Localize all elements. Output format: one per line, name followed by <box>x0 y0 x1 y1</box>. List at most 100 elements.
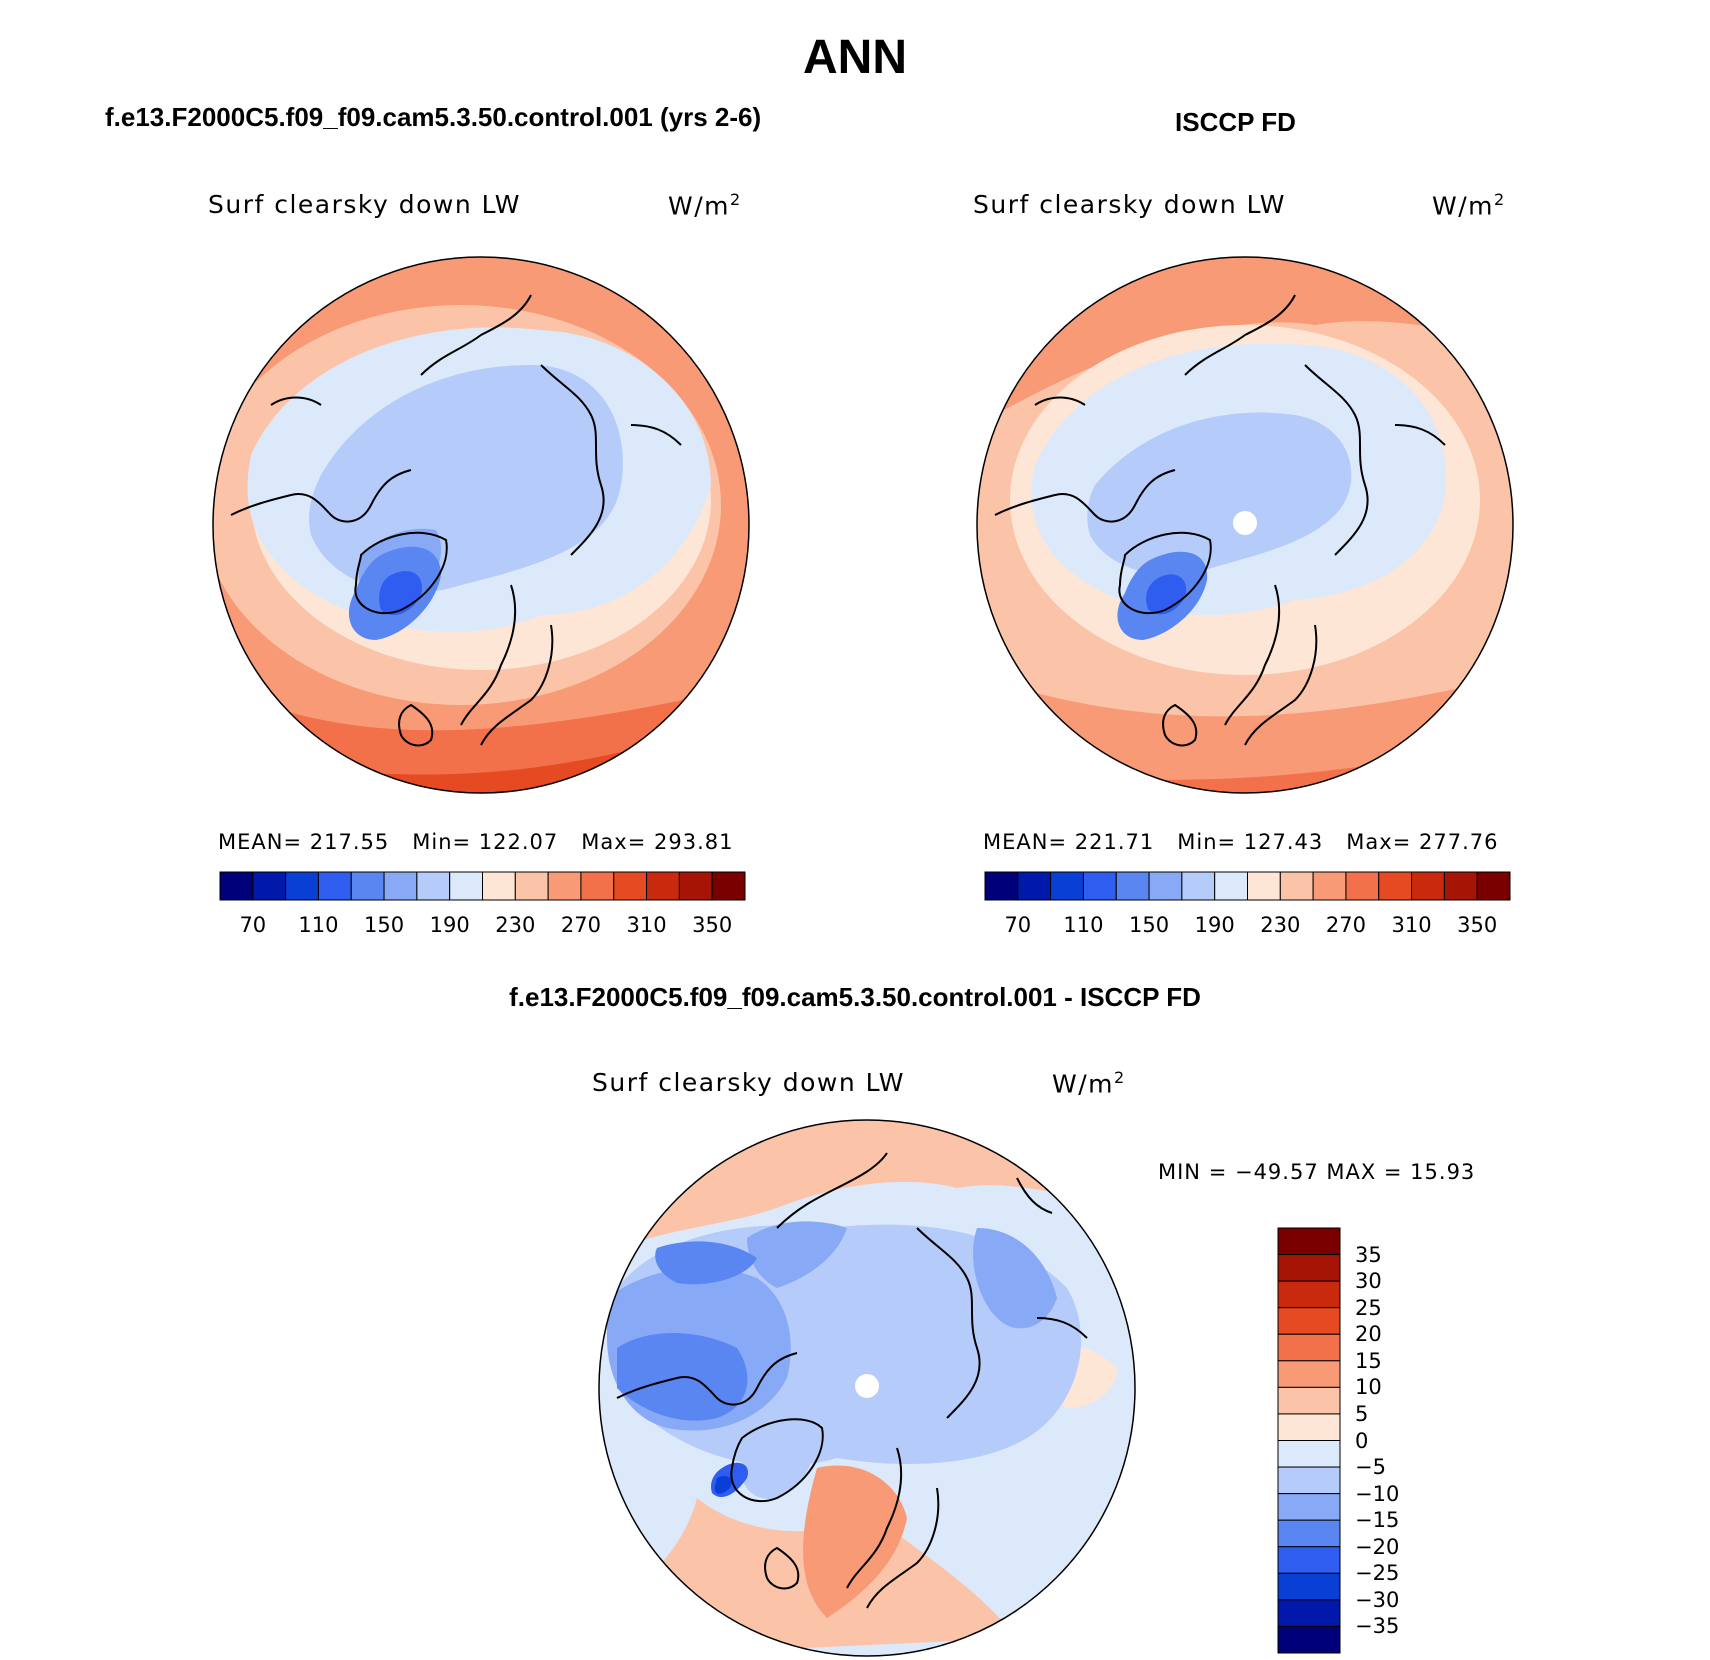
diff-colorbar-tick-label: 30 <box>1355 1269 1382 1294</box>
diff-colorbar-ticks: 35 30 25 20 15 10 5 0 −5 −10 −15 −20 −25 −30 −35 <box>1355 1228 1435 1653</box>
diff-colorbar-tick-label: 5 <box>1355 1401 1369 1426</box>
obs-colorbar-tick-label: 190 <box>1194 913 1235 937</box>
obs-colorbar-tick-label: 270 <box>1325 913 1366 937</box>
diff-colorbar-swatch <box>1277 1519 1341 1548</box>
obs-colorbar-swatch <box>1017 871 1052 901</box>
obs-field-warm-north <box>977 257 1513 425</box>
diff-colorbar-swatch <box>1277 1386 1341 1415</box>
model-field-band-light-blue <box>309 365 623 593</box>
obs-colorbar-swatch <box>1181 871 1216 901</box>
obs-coastlines <box>994 294 1461 747</box>
model-colorbar-tick-label: 230 <box>495 913 536 937</box>
obs-colorbar-tick-label: 150 <box>1129 913 1170 937</box>
model-colorbar-tick-label: 70 <box>239 913 267 937</box>
obs-colorbar-swatch <box>1050 871 1084 901</box>
obs-colorbar-ticks: 70 110 150 190 230 270 310 350 <box>985 905 1510 937</box>
obs-colorbar-swatch <box>1312 871 1347 901</box>
diff-colorbar-swatch <box>1277 1333 1341 1362</box>
model-colorbar-tick-label: 310 <box>626 913 667 937</box>
diff-colorbar-tick-label: −15 <box>1355 1508 1400 1533</box>
model-colorbar-swatch <box>482 871 516 901</box>
diff-colorbar-swatch <box>1277 1254 1341 1282</box>
diff-colorbar-swatch <box>1277 1625 1341 1654</box>
obs-polar-map <box>976 256 1514 794</box>
model-colorbar-swatch <box>678 871 713 901</box>
diff-field-mid-blue-north <box>747 1221 847 1288</box>
obs-colorbar <box>984 871 1511 901</box>
model-colorbar-swatch <box>711 871 746 901</box>
obs-colorbar-swatch <box>1476 871 1511 901</box>
diff-colorbar-swatch <box>1277 1466 1341 1495</box>
model-colorbar-tick-label: 270 <box>560 913 601 937</box>
model-coastlines <box>230 294 697 747</box>
model-colorbar-swatch <box>219 871 254 901</box>
obs-colorbar-tick-label: 110 <box>1063 913 1104 937</box>
obs-map-border <box>976 256 1514 794</box>
diff-colorbar-tick-label: −10 <box>1355 1481 1400 1506</box>
obs-colorbar-swatch <box>1115 871 1150 901</box>
obs-units: W/m2 <box>1432 190 1506 221</box>
model-variable-label: Surf clearsky down LW <box>208 190 522 219</box>
obs-colorbar-swatch <box>1082 871 1117 901</box>
diff-colorbar-tick-label: 20 <box>1355 1322 1382 1347</box>
diff-colorbar-swatch <box>1277 1546 1341 1574</box>
diff-colorbar-swatch <box>1277 1440 1341 1468</box>
obs-missing-pole <box>1233 511 1257 535</box>
obs-panel-heading: ISCCP FD <box>1175 107 1296 137</box>
obs-colorbar-tick-label: 350 <box>1457 913 1498 937</box>
model-colorbar-tick-label: 190 <box>429 913 470 937</box>
model-colorbar <box>219 871 746 901</box>
diff-colorbar-swatch <box>1277 1493 1341 1521</box>
obs-stats: MEAN= 221.71 Min= 127.43 Max= 277.76 <box>983 830 1499 854</box>
obs-colorbar-swatch <box>1279 871 1314 901</box>
model-map-border <box>212 256 750 794</box>
diff-field-strong-blue-nw <box>655 1241 757 1285</box>
model-colorbar-tick-label: 150 <box>364 913 405 937</box>
diff-field-greenland-light <box>741 1419 816 1499</box>
diff-coastlines <box>616 1152 1088 1609</box>
model-colorbar-swatch <box>350 871 385 901</box>
diff-minmax: MIN = −49.57 MAX = 15.93 <box>1158 1160 1476 1184</box>
model-colorbar-swatch <box>285 871 319 901</box>
obs-colorbar-swatch <box>1247 871 1281 901</box>
model-colorbar-swatch <box>580 871 615 901</box>
diff-panel-heading: f.e13.F2000C5.f09_f09.cam5.3.50.control.… <box>509 982 1201 1012</box>
diff-field-near-zero-south <box>803 1465 907 1618</box>
diff-colorbar-tick-label: −5 <box>1355 1455 1386 1480</box>
diff-colorbar-swatch <box>1277 1599 1341 1627</box>
diff-units: W/m2 <box>1052 1068 1126 1099</box>
diff-colorbar-swatch <box>1277 1227 1341 1256</box>
model-colorbar-ticks: 70 110 150 190 230 270 310 350 <box>220 905 745 937</box>
diff-colorbar-tick-label: −30 <box>1355 1587 1400 1612</box>
obs-colorbar-swatch <box>1148 871 1183 901</box>
model-colorbar-tick-label: 110 <box>298 913 339 937</box>
model-units: W/m2 <box>668 190 742 221</box>
obs-colorbar-tick-label: 310 <box>1391 913 1432 937</box>
model-colorbar-swatch <box>252 871 287 901</box>
diff-colorbar <box>1277 1227 1341 1654</box>
obs-colorbar-swatch <box>1378 871 1413 901</box>
obs-colorbar-swatch <box>1411 871 1445 901</box>
obs-colorbar-swatch <box>1443 871 1478 901</box>
diff-missing-pole <box>855 1374 879 1398</box>
diff-colorbar-tick-label: 0 <box>1355 1428 1369 1453</box>
model-colorbar-swatch <box>317 871 352 901</box>
model-colorbar-swatch <box>383 871 418 901</box>
diff-colorbar-tick-label: 25 <box>1355 1295 1382 1320</box>
main-title: ANN <box>803 31 907 84</box>
diff-colorbar-swatch <box>1277 1413 1341 1441</box>
diff-map-border <box>598 1119 1136 1657</box>
diff-colorbar-tick-label: 10 <box>1355 1375 1382 1400</box>
diff-colorbar-tick-label: −20 <box>1355 1534 1400 1559</box>
model-colorbar-swatch <box>449 871 483 901</box>
diff-colorbar-swatch <box>1277 1360 1341 1388</box>
diff-colorbar-tick-label: 35 <box>1355 1242 1382 1267</box>
diff-variable-label: Surf clearsky down LW <box>592 1068 906 1097</box>
obs-field-band-light-blue <box>1087 412 1352 576</box>
model-stats: MEAN= 217.55 Min= 122.07 Max= 293.81 <box>218 830 734 854</box>
diff-colorbar-tick-label: −35 <box>1355 1614 1400 1639</box>
diff-colorbar-swatch <box>1277 1280 1341 1309</box>
model-panel-heading: f.e13.F2000C5.f09_f09.cam5.3.50.control.… <box>105 102 762 132</box>
diff-field-greenland-core <box>714 1476 732 1494</box>
model-colorbar-swatch <box>514 871 549 901</box>
